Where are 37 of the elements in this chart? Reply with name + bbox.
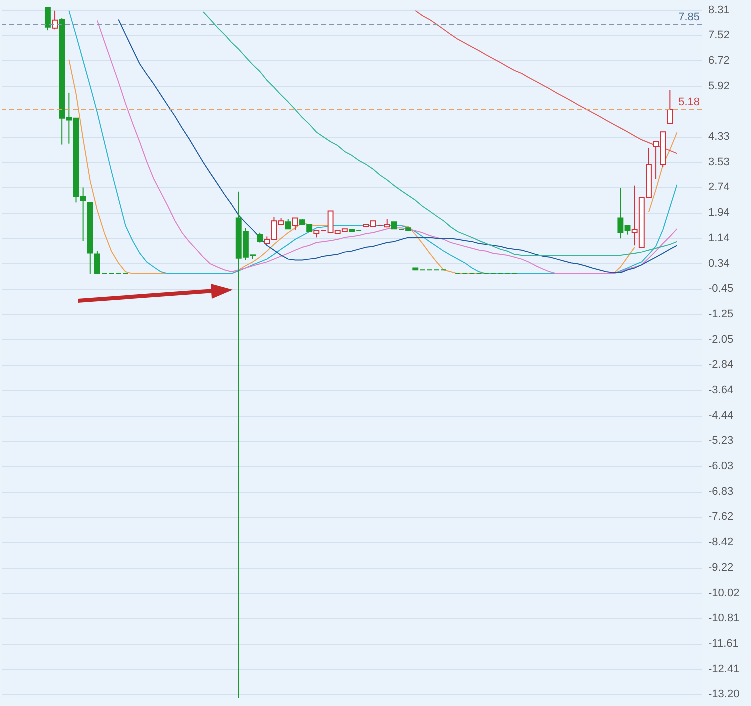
y-tick-label: -6.83 (708, 486, 734, 498)
y-tick-label: 3.53 (708, 156, 730, 168)
y-tick-label: -12.41 (708, 664, 740, 676)
y-tick-label: 5.92 (708, 80, 730, 92)
candlestick (292, 218, 298, 231)
y-tick-label: -11.61 (708, 638, 739, 650)
ref-line-label: 7.85 (678, 12, 700, 24)
candlestick (257, 232, 264, 244)
y-tick-label: -13.20 (708, 688, 740, 701)
y-tick-label: -3.64 (708, 384, 734, 397)
y-tick-label: -1.25 (708, 308, 734, 321)
line-series (415, 10, 678, 154)
y-tick-label: -4.44 (708, 410, 734, 422)
y-tick-label: -2.05 (708, 334, 734, 346)
y-tick-label: 0.34 (708, 258, 730, 270)
y-tick-label: -7.62 (708, 511, 734, 524)
y-tick-label: 4.33 (708, 131, 730, 144)
y-tick-label: -10.81 (708, 612, 740, 625)
ref-line-label: 5.18 (678, 96, 700, 108)
y-tick-label: -6.03 (708, 460, 734, 473)
y-tick-label: -8.42 (708, 536, 734, 549)
y-tick-label: 2.74 (708, 182, 730, 194)
y-tick-label: 7.52 (708, 30, 730, 42)
line-series (203, 12, 678, 256)
y-tick-label: -2.84 (708, 359, 734, 372)
y-tick-label: -10.02 (708, 588, 740, 600)
candlestick (44, 8, 51, 32)
y-tick-label: 1.94 (708, 207, 730, 220)
y-tick-label: 6.72 (708, 54, 730, 67)
y-tick-label: 8.31 (708, 4, 730, 16)
y-tick-label: -5.23 (708, 435, 734, 448)
candlestick (285, 218, 292, 230)
candlestick (667, 90, 674, 124)
candlestick (52, 10, 58, 30)
y-tick-label: -0.45 (708, 283, 734, 296)
y-tick-label: 1.14 (708, 232, 730, 244)
y-tick-label: -9.22 (708, 562, 734, 574)
